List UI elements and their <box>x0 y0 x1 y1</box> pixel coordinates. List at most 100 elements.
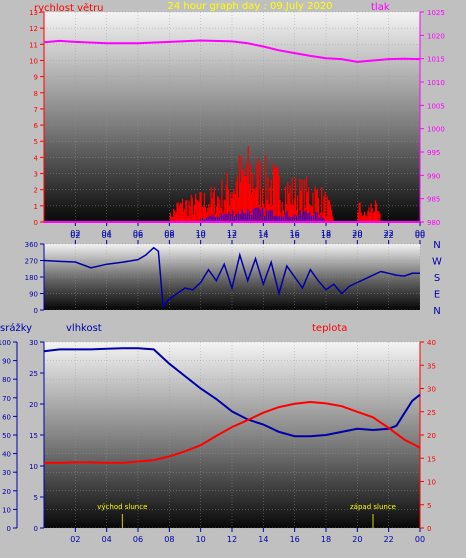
wind-average-series <box>44 207 420 223</box>
pressure-line <box>43 39 421 63</box>
temperature-ticks: 0 5 10 15 20 25 30 35 40 <box>419 339 436 533</box>
pressure-tick-label: 1010 <box>427 79 445 87</box>
pressure-tick-label: 990 <box>427 172 440 180</box>
precipitation-tick-label: 100 <box>0 339 11 347</box>
compass-label: E <box>434 290 440 301</box>
sun-event-label: východ slunce <box>97 503 147 511</box>
direction-time-tick-label: 04 <box>102 231 112 240</box>
direction-tick-label: 270 <box>25 258 38 266</box>
direction-time-tick-label: 12 <box>227 231 237 240</box>
time-tick-label: 22 <box>384 229 394 238</box>
humidity-tick-label: 5 <box>34 494 38 502</box>
time-tick-label: 00 <box>415 229 425 238</box>
wind-speed-tick-label: 1 <box>34 203 38 211</box>
temperature-line <box>44 400 421 464</box>
humidity-tick-label: 25 <box>29 370 38 378</box>
precipitation-ticks: 0 10 20 30 40 50 60 70 80 90 100 <box>0 339 18 533</box>
wind-speed-tick-label: 3 <box>34 171 38 179</box>
temperature-tick-label: 5 <box>427 502 431 510</box>
direction-tick-label: 180 <box>25 274 38 282</box>
time-tick-label: 02 <box>70 229 80 238</box>
temperature-tick-label: 30 <box>427 386 436 394</box>
temp-time-tick-label: 02 <box>70 535 80 544</box>
precipitation-tick-label: 50 <box>2 432 11 440</box>
temp-time-tick-label: 00 <box>415 535 425 544</box>
temperature-tick-label: 25 <box>427 409 436 417</box>
precipitation-tick-label: 80 <box>2 376 11 384</box>
wind-speed-axis-label: rychlost větru <box>34 2 104 14</box>
humidity-tick-label: 0 <box>34 525 38 533</box>
temp-time-tick-label: 22 <box>384 535 394 544</box>
wind-speed-tick-label: 0 <box>34 219 38 227</box>
temp-time-tick-label: 10 <box>196 535 206 544</box>
temperature-humidity-x-ticks: 02 04 06 08 10 12 14 16 18 20 22 00 <box>70 528 425 544</box>
pressure-tick-label: 1005 <box>427 102 445 110</box>
temp-time-tick-label: 18 <box>321 535 331 544</box>
pressure-tick-label: 1020 <box>427 32 445 40</box>
precipitation-tick-label: 30 <box>2 469 11 477</box>
temperature-tick-label: 10 <box>427 479 436 487</box>
direction-time-tick-label: 18 <box>321 231 331 240</box>
wind-speed-tick-label: 4 <box>34 154 39 162</box>
temperature-axis-label: teplota <box>312 323 347 334</box>
wind-speed-tick-label: 2 <box>34 187 38 195</box>
humidity-ticks: 0 5 10 15 20 25 30 <box>29 339 45 533</box>
direction-time-tick-label: 08 <box>164 231 174 240</box>
time-tick-label: 20 <box>352 229 362 238</box>
wind-direction-line <box>43 246 420 309</box>
compass-label: N <box>433 306 440 317</box>
time-tick-label: 12 <box>227 229 237 238</box>
direction-time-tick-label: 02 <box>70 231 80 240</box>
wind-speed-tick-label: 6 <box>34 122 39 130</box>
temperature-tick-label: 15 <box>427 455 436 463</box>
temperature-humidity-chart: srážky vlhkost teplota 01020304050607080… <box>0 322 436 544</box>
wind-pressure-grid <box>44 11 421 223</box>
direction-time-tick-label: 00 <box>415 231 425 240</box>
precipitation-axis-label: srážky <box>0 322 32 334</box>
pressure-tick-label: 995 <box>427 149 440 157</box>
direction-time-tick-label: 22 <box>384 231 394 240</box>
direction-time-tick-label: 16 <box>290 231 300 240</box>
temperature-tick-label: 40 <box>427 339 436 347</box>
wind-speed-tick-label: 10 <box>29 57 38 65</box>
precipitation-tick-label: 90 <box>2 358 11 366</box>
temperature-tick-label: 0 <box>427 525 431 533</box>
direction-tick-label: 90 <box>29 291 38 299</box>
temperature-tick-label: 20 <box>427 432 436 440</box>
time-tick-label: 08 <box>164 229 174 238</box>
sun-events: východ slunce západ slunce <box>97 503 396 528</box>
time-tick-label: 04 <box>102 229 112 238</box>
time-tick-label: 06 <box>133 229 143 238</box>
direction-tick-label: 0 <box>34 307 38 315</box>
temp-time-tick-label: 12 <box>227 535 237 544</box>
time-tick-label: 18 <box>321 229 331 238</box>
wind-speed-tick-label: 7 <box>34 106 38 114</box>
precipitation-tick-label: 40 <box>2 451 11 459</box>
direction-time-tick-label: 06 <box>133 231 143 240</box>
direction-time-tick-label: 10 <box>196 231 206 240</box>
time-tick-label: 16 <box>290 229 300 238</box>
wind-direction-x-ticks: 02 04 06 08 10 12 14 16 18 20 22 00 <box>70 231 425 244</box>
compass-label: N <box>433 240 440 251</box>
precipitation-tick-label: 10 <box>2 506 11 514</box>
humidity-axis-label: vlhkost <box>66 323 102 334</box>
temperature-tick-label: 35 <box>427 362 436 370</box>
direction-time-tick-label: 14 <box>258 231 268 240</box>
wind-speed-tick-label: 9 <box>34 74 38 82</box>
compass-label: W <box>432 257 442 268</box>
humidity-tick-label: 30 <box>29 339 38 347</box>
time-tick-label: 10 <box>196 229 206 238</box>
wind-speed-tick-label: 8 <box>34 90 38 98</box>
temp-time-tick-label: 14 <box>258 535 268 544</box>
time-tick-label: 14 <box>258 229 268 238</box>
wind-speed-tick-label: 5 <box>34 138 38 146</box>
precipitation-tick-label: 0 <box>7 525 11 533</box>
humidity-tick-label: 20 <box>29 401 38 409</box>
wind-speed-tick-label: 11 <box>29 41 38 49</box>
humidity-tick-label: 15 <box>29 432 38 440</box>
temp-time-tick-label: 08 <box>164 535 174 544</box>
pressure-tick-label: 985 <box>427 196 440 204</box>
